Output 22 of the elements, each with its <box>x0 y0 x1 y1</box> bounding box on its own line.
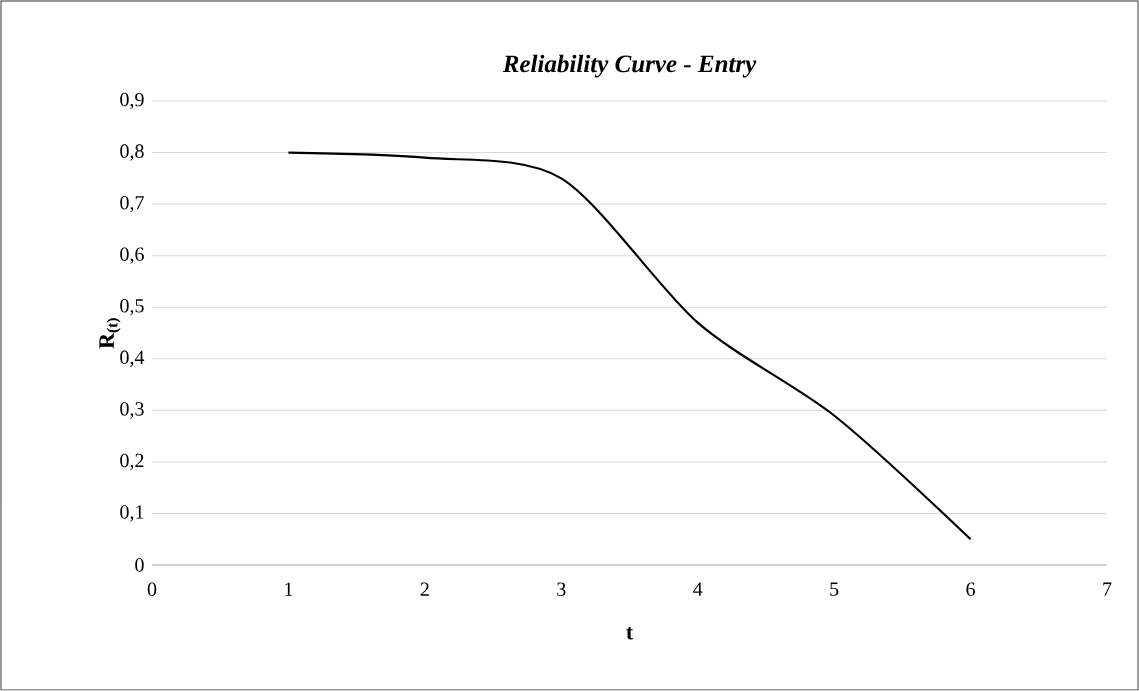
y-tick-label: 0,7 <box>120 195 144 213</box>
x-tick-label: 6 <box>966 582 975 596</box>
y-tick-label: 0,8 <box>120 144 144 161</box>
y-tick-label: 0,4 <box>120 350 145 367</box>
x-axis-title: t <box>626 626 634 640</box>
y-tick-label: 0 <box>135 558 144 572</box>
y-axis-title: R$_{(t)}$ <box>99 318 121 349</box>
line-series <box>287 151 972 541</box>
x-tick-label: 7 <box>1103 582 1112 596</box>
y-tick-label: 0,6 <box>120 247 144 264</box>
x-tick-label: 4 <box>693 582 703 596</box>
x-tick-label: 3 <box>557 582 566 596</box>
x-tick-label: 0 <box>147 582 157 597</box>
x-tick-label: 1 <box>285 582 293 596</box>
y-tick-label: 0,2 <box>120 453 144 471</box>
x-tick-label: 5 <box>830 582 839 596</box>
y-tick-label: 0,5 <box>120 299 144 316</box>
y-tick-label: 0,3 <box>120 402 144 419</box>
x-tick-label: 2 <box>420 582 429 596</box>
y-tick-label: 0,9 <box>120 92 144 110</box>
chart-title: Reliability Curve - Entry <box>502 54 757 78</box>
y-tick-label: 0,1 <box>120 505 144 522</box>
